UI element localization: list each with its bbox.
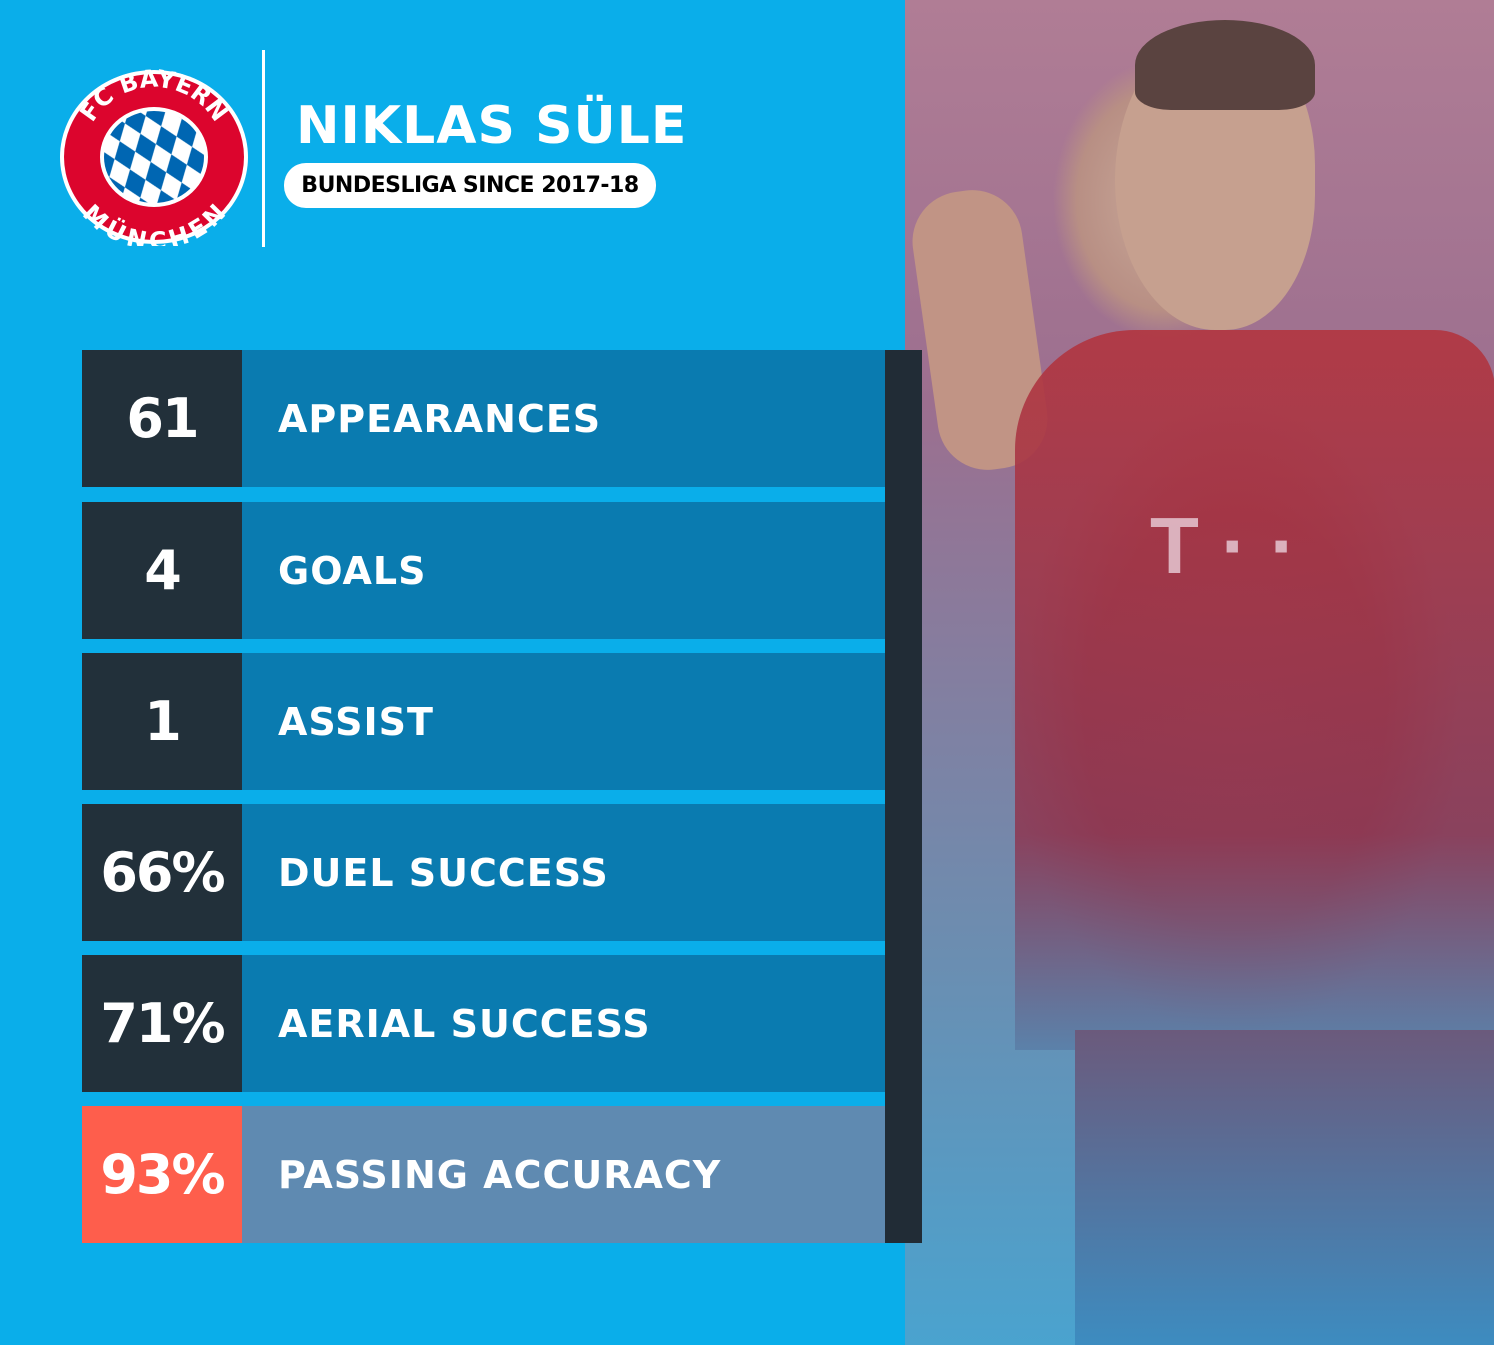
- stat-label: DUEL SUCCESS: [242, 804, 885, 941]
- stat-row-duel-success: 66% DUEL SUCCESS: [82, 804, 885, 941]
- stat-label: APPEARANCES: [242, 350, 885, 487]
- stat-value: 61: [82, 350, 242, 487]
- stat-label: ASSIST: [242, 653, 885, 790]
- fc-bayern-logo: FC BAYERN MÜNCHEN: [60, 68, 248, 246]
- stat-label: AERIAL SUCCESS: [242, 955, 885, 1092]
- stat-value: 66%: [82, 804, 242, 941]
- stat-row-aerial-success: 71% AERIAL SUCCESS: [82, 955, 885, 1092]
- stat-value: 71%: [82, 955, 242, 1092]
- stat-value: 4: [82, 502, 242, 639]
- stat-label: GOALS: [242, 502, 885, 639]
- stat-row-assist: 1 ASSIST: [82, 653, 885, 790]
- header-divider: [262, 50, 265, 247]
- stat-value: 93%: [82, 1106, 242, 1243]
- player-name: NIKLAS SÜLE: [296, 96, 688, 156]
- stats-side-bar: [885, 350, 922, 1243]
- subtitle-badge: BUNDESLIGA SINCE 2017-18: [284, 163, 656, 208]
- stat-value: 1: [82, 653, 242, 790]
- stat-row-passing-accuracy: 93% PASSING ACCURACY: [82, 1106, 885, 1243]
- player-photo: T · ·: [905, 0, 1494, 1345]
- stat-row-goals: 4 GOALS: [82, 502, 885, 639]
- stat-row-appearances: 61 APPEARANCES: [82, 350, 885, 487]
- stat-label: PASSING ACCURACY: [242, 1106, 885, 1243]
